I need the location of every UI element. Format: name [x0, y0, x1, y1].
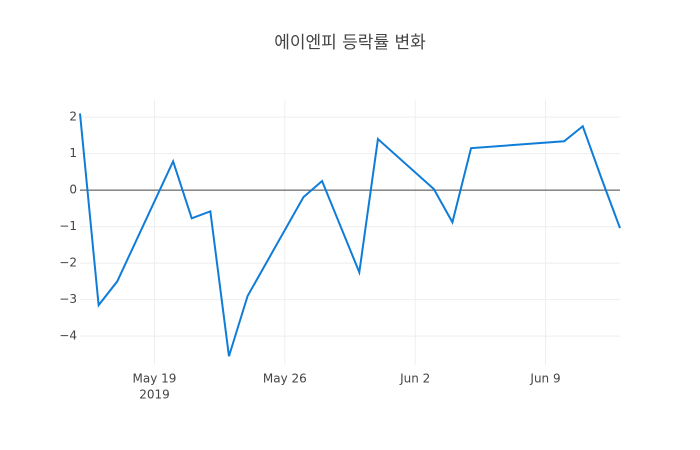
y-tick-label: −4: [59, 329, 77, 343]
line-series: [79, 113, 621, 357]
chart-title: 에이엔피 등락률 변화: [274, 33, 426, 53]
y-tick-label: 2: [69, 110, 77, 124]
y-tick-label: 0: [69, 183, 77, 197]
x-tick-label: Jun 2: [399, 372, 430, 386]
x-year-label: 2019: [139, 388, 170, 402]
x-tick-label: May 19: [133, 372, 177, 386]
x-tick-label: May 26: [263, 372, 307, 386]
y-tick-label: −3: [59, 292, 77, 306]
y-tick-label: −1: [59, 219, 77, 233]
y-tick-label: −2: [59, 256, 77, 270]
x-tick-label: Jun 9: [529, 372, 560, 386]
y-tick-label: 1: [69, 146, 77, 160]
